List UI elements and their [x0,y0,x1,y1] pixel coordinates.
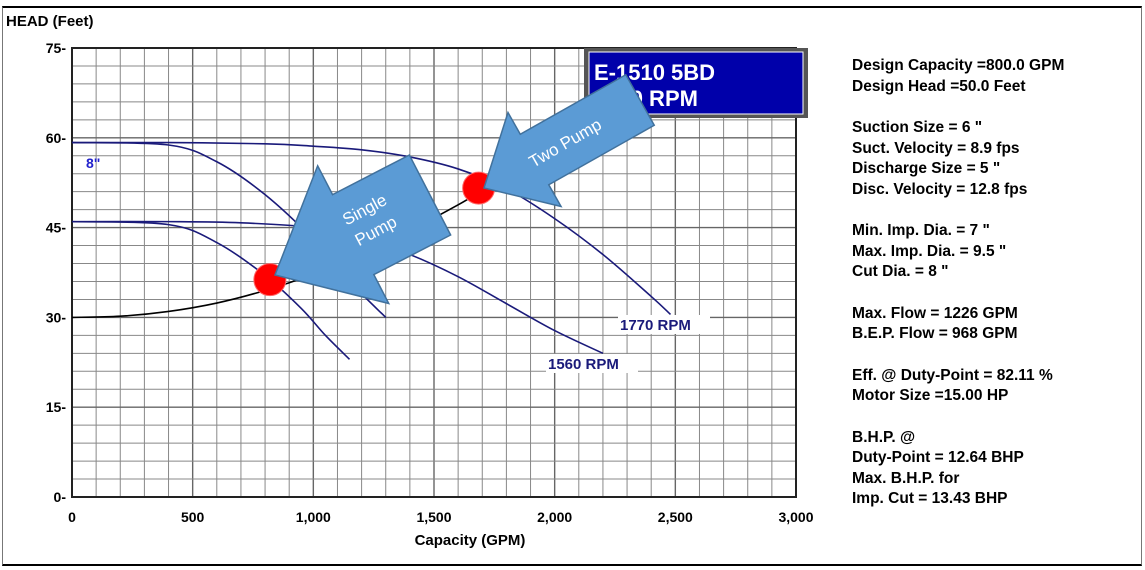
spec-panel: Design Capacity =800.0 GPM Design Head =5… [852,56,1132,531]
spec-line: Min. Imp. Dia. = 7 " [852,222,990,239]
spec-line: Eff. @ Duty-Point = 82.11 % [852,366,1053,384]
x-tick-label: 2,500 [658,509,693,525]
plot-border [71,47,797,498]
spec-line: Max. B.H.P. for [852,469,960,487]
rpm-label: 1560 RPM [548,356,619,373]
spec-line: B.E.P. Flow = 968 GPM [852,325,1018,342]
rpm-label-bg [546,354,638,373]
chart-frame [2,6,1142,566]
spec-line: B.H.P. @ [852,428,916,446]
grid [71,47,797,498]
chart-text: HEAD (Feet) Capacity (GPM) 0- 15- 30- 45- 60- 7… [6,13,814,549]
spec-line: Suct. Velocity = 8.9 fps [852,139,1020,157]
y-axis-title: HEAD (Feet) [6,13,94,30]
spec-line: Duty-Point = 12.64 BHP [852,449,1024,466]
spec-group: Design Capacity =800.0 GPM Design Head =5… [852,56,1132,97]
spec-line: Suction Size = 6 " [852,119,983,136]
y-tick-label: 30- [46,309,67,325]
two-pump-arrow [483,73,656,208]
y-tick-label: 0- [54,489,67,505]
spec-line: Design Capacity =800.0 GPM [852,57,1065,74]
spec-line: Cut Dia. = 8 " [852,263,949,280]
spec-group: Max. Flow = 1226 GPM B.E.P. Flow = 968 GP… [852,304,1132,345]
spec-line: Design Head =50.0 Feet [852,77,1026,95]
x-tick-label: 3,000 [778,509,813,525]
title-line-1: E-1510 5BD [594,60,715,85]
rpm-label-bg [618,315,710,334]
curve-1770-rpm [71,141,672,315]
single-pump-arrow [273,154,452,305]
y-tick-label: 45- [46,220,67,236]
y-tick-label: 60- [46,130,67,146]
spec-line: Disc. Velocity = 12.8 fps [852,180,1028,198]
x-tick-label: 0 [68,509,76,525]
x-tick-label: 1,500 [416,509,451,525]
spec-group: Suction Size = 6 " Suct. Velocity = 8.9 f… [852,118,1132,200]
spec-line: Motor Size =15.00 HP [852,387,1009,404]
spec-line: Max. Imp. Dia. = 9.5 " [852,242,1007,260]
x-tick-label: 1,000 [296,509,331,525]
diameter-label: 8" [86,155,100,171]
spec-group: Eff. @ Duty-Point = 82.11 % Motor Size =1… [852,366,1132,407]
x-tick-label: 2,000 [537,509,572,525]
spec-line: Discharge Size = 5 " [852,160,1001,177]
spec-group: Min. Imp. Dia. = 7 " Max. Imp. Dia. = 9.5… [852,221,1132,283]
x-axis-title: Capacity (GPM) [415,532,526,549]
spec-group: B.H.P. @ Duty-Point = 12.64 BHP Max. B.H.P… [852,428,1132,510]
x-tick-label: 500 [181,509,205,525]
spec-line: Max. Flow = 1226 GPM [852,304,1018,322]
y-tick-label: 75- [46,40,67,56]
rpm-label: 1770 RPM [620,317,691,334]
y-tick-label: 15- [46,399,67,415]
spec-line: Imp. Cut = 13.43 BHP [852,490,1008,507]
